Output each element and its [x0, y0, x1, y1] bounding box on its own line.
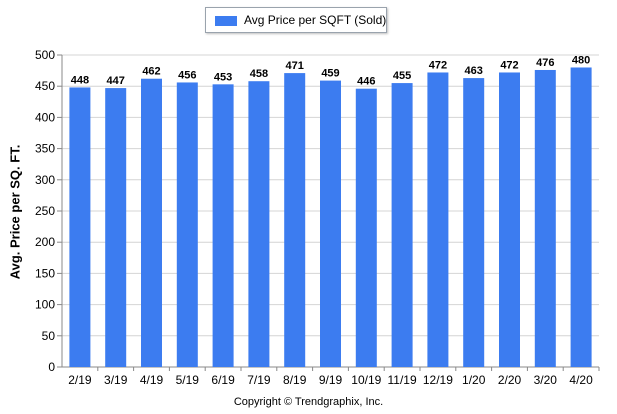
y-tick-label: 500 [35, 48, 55, 62]
bar [141, 78, 162, 367]
x-tick-label: 6/19 [211, 373, 235, 387]
bar [284, 73, 306, 367]
data-label: 446 [357, 76, 375, 88]
data-label: 462 [142, 66, 160, 78]
x-tick-label: 2/20 [498, 373, 522, 387]
x-tick-label: 2/19 [68, 373, 92, 387]
y-axis-label: Avg. Price per SQ. FT. [7, 144, 23, 280]
x-tick-label: 8/19 [283, 373, 307, 387]
data-label: 458 [250, 68, 268, 80]
y-tick-label: 50 [42, 329, 56, 343]
x-tick-label: 5/19 [176, 373, 200, 387]
bar [534, 69, 556, 367]
bar [176, 82, 198, 368]
bar [391, 83, 413, 367]
data-label: 455 [393, 70, 411, 82]
bar [570, 67, 592, 367]
y-tick-label: 400 [35, 110, 55, 124]
bar [69, 87, 91, 367]
y-tick-label: 100 [35, 298, 55, 312]
data-label: 472 [500, 59, 518, 71]
y-tick-label: 450 [35, 79, 55, 93]
data-label: 472 [429, 59, 447, 71]
x-tick-label: 3/19 [104, 373, 128, 387]
copyright-text: Copyright © Trendgraphix, Inc. [233, 396, 384, 408]
bar [105, 88, 127, 368]
data-label: 476 [536, 57, 554, 69]
x-tick-label: 4/19 [140, 373, 164, 387]
legend-label: Avg Price per SQFT (Sold) [244, 13, 387, 27]
y-tick-label: 200 [35, 235, 55, 249]
data-label: 456 [178, 69, 196, 81]
x-tick-label: 7/19 [247, 373, 271, 387]
y-tick-label: 0 [48, 360, 55, 374]
x-tick-label: 9/19 [319, 373, 343, 387]
data-label: 480 [572, 54, 590, 66]
y-tick-label: 300 [35, 173, 55, 187]
bar [248, 81, 270, 367]
data-label: 471 [286, 60, 304, 72]
data-label: 459 [321, 68, 339, 80]
y-tick-label: 250 [35, 204, 55, 218]
data-label: 447 [107, 75, 125, 87]
data-label: 448 [71, 74, 89, 86]
x-tick-label: 3/20 [534, 373, 558, 387]
legend: Avg Price per SQFT (Sold) [205, 7, 387, 33]
x-tick-label: 4/20 [569, 373, 593, 387]
bar [427, 72, 449, 368]
data-label: 463 [465, 65, 483, 77]
y-tick-label: 350 [35, 142, 55, 156]
x-tick-label: 1/20 [462, 373, 486, 387]
data-label: 453 [214, 71, 232, 83]
x-tick-label: 12/19 [423, 373, 453, 387]
bar [499, 72, 520, 368]
y-tick-label: 150 [35, 266, 55, 280]
x-tick-label: 10/19 [351, 373, 381, 387]
bar [212, 84, 234, 367]
x-tick-label: 11/19 [388, 373, 417, 387]
bar [463, 78, 485, 367]
bar [355, 88, 377, 368]
legend-swatch [215, 16, 237, 26]
bar [320, 80, 341, 368]
